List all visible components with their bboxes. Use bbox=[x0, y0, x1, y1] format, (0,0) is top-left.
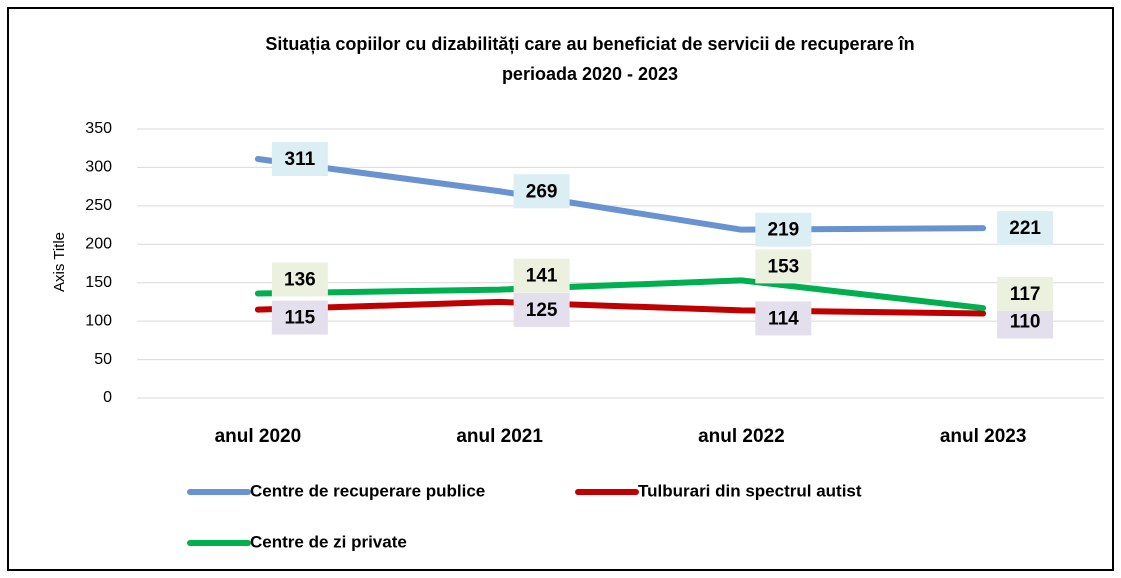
y-tick-label: 250 bbox=[85, 197, 112, 214]
data-label-bg bbox=[997, 277, 1054, 312]
data-label: 221 bbox=[1009, 218, 1041, 239]
data-label-bg bbox=[997, 211, 1054, 246]
data-label: 114 bbox=[768, 308, 799, 329]
data-label: 141 bbox=[526, 266, 558, 287]
y-tick-label: 150 bbox=[85, 274, 112, 291]
data-label: 153 bbox=[768, 256, 800, 277]
legend-label: Tulburari din spectrul autist bbox=[638, 481, 862, 500]
chart-title: Situația copiilor cu dizabilități care a… bbox=[265, 34, 914, 84]
y-tick-label: 350 bbox=[85, 120, 112, 137]
line-series bbox=[254, 155, 987, 233]
data-label: 115 bbox=[285, 308, 316, 329]
data-label-bg bbox=[513, 258, 570, 293]
data-label: 219 bbox=[768, 220, 800, 241]
data-label-bg bbox=[755, 301, 812, 336]
data-label-bg bbox=[513, 174, 570, 209]
x-tick-label: anul 2022 bbox=[698, 426, 785, 447]
data-label: 110 bbox=[1010, 311, 1041, 332]
x-tick-label: anul 2023 bbox=[940, 426, 1027, 447]
legend-label: Centre de recuperare publice bbox=[250, 481, 485, 500]
title-line: Situația copiilor cu dizabilități care a… bbox=[265, 34, 914, 54]
data-label-bg bbox=[755, 249, 812, 284]
data-label-bg bbox=[513, 292, 570, 327]
legend-label: Centre de zi private bbox=[250, 532, 407, 551]
data-label: 311 bbox=[285, 149, 316, 170]
y-tick-label: 50 bbox=[94, 351, 112, 368]
data-label: 117 bbox=[1010, 284, 1041, 305]
data-label: 125 bbox=[526, 300, 558, 321]
data-label-bg bbox=[271, 262, 328, 297]
y-tick-label: 0 bbox=[103, 389, 112, 406]
y-tick-label: 300 bbox=[85, 159, 112, 176]
y-tick-label: 100 bbox=[85, 312, 112, 329]
data-label-bg bbox=[271, 141, 328, 176]
title-line: perioada 2020 - 2023 bbox=[502, 64, 678, 84]
x-tick-label: anul 2020 bbox=[215, 426, 302, 447]
data-label: 269 bbox=[526, 181, 558, 202]
x-tick-label: anul 2021 bbox=[456, 426, 543, 447]
data-label: 136 bbox=[284, 269, 316, 290]
data-label-bg bbox=[755, 212, 812, 247]
y-axis-title: Axis Title bbox=[51, 232, 68, 292]
line-series bbox=[254, 277, 987, 312]
line-series bbox=[254, 298, 987, 317]
y-tick-label: 200 bbox=[85, 236, 112, 253]
data-label-bg bbox=[271, 300, 328, 335]
